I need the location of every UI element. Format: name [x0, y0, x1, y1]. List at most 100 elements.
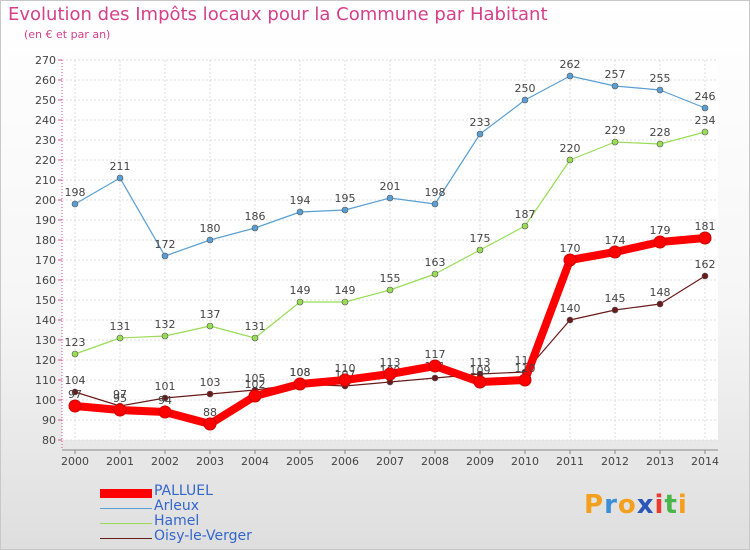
- data-label: 101: [155, 380, 176, 393]
- data-point: [341, 206, 349, 214]
- data-label: 180: [200, 222, 221, 235]
- data-label: 175: [470, 232, 491, 245]
- x-tick-label: 2001: [106, 455, 134, 468]
- x-tick-label: 2003: [196, 455, 224, 468]
- data-point: [476, 130, 484, 138]
- data-label: 137: [200, 308, 221, 321]
- data-point: [521, 96, 529, 104]
- y-tick-label: 130: [35, 334, 56, 347]
- data-point: [71, 200, 79, 208]
- x-tick-label: 2014: [691, 455, 719, 468]
- data-point: [113, 403, 127, 417]
- y-tick-label: 90: [42, 414, 56, 427]
- data-point: [338, 373, 352, 387]
- data-label: 163: [425, 256, 446, 269]
- y-tick-label: 120: [35, 354, 56, 367]
- data-label: 250: [515, 82, 536, 95]
- x-tick-label: 2006: [331, 455, 359, 468]
- legend-label-arleux: Arleux: [154, 498, 199, 514]
- data-label: 211: [110, 160, 131, 173]
- data-label: 113: [470, 356, 491, 369]
- y-tick-label: 270: [35, 54, 56, 67]
- x-tick-label: 2007: [376, 455, 404, 468]
- legend-swatch-palluel: [100, 489, 152, 498]
- data-label: 174: [605, 234, 626, 247]
- data-point: [611, 138, 619, 146]
- data-point: [431, 270, 439, 278]
- legend-label-hamel: Hamel: [154, 513, 200, 529]
- y-tick-label: 140: [35, 314, 56, 327]
- data-label: 117: [425, 348, 446, 361]
- data-label: 148: [650, 286, 671, 299]
- data-point: [431, 200, 439, 208]
- legend-swatch-hamel: [100, 523, 152, 524]
- chart-subtitle: (en € et par an): [24, 28, 111, 41]
- x-tick-label: 2002: [151, 455, 179, 468]
- data-label: 95: [113, 392, 127, 405]
- data-label: 102: [245, 378, 266, 391]
- data-label: 257: [605, 68, 626, 81]
- data-point: [611, 306, 619, 314]
- data-label: 229: [605, 124, 626, 137]
- data-label: 140: [560, 302, 581, 315]
- data-label: 233: [470, 116, 491, 129]
- data-label: 97: [68, 388, 82, 401]
- data-label: 195: [335, 192, 356, 205]
- data-label: 194: [290, 194, 311, 207]
- data-point: [653, 235, 667, 249]
- y-tick-label: 110: [35, 374, 56, 387]
- logo-letter: x: [636, 490, 655, 520]
- data-label: 162: [695, 258, 716, 271]
- data-point: [161, 332, 169, 340]
- data-point: [383, 367, 397, 381]
- data-point: [71, 350, 79, 358]
- data-point: [656, 300, 664, 308]
- data-point: [656, 86, 664, 94]
- data-label: 110: [335, 362, 356, 375]
- data-label: 246: [695, 90, 716, 103]
- data-label: 149: [290, 284, 311, 297]
- data-label: 131: [110, 320, 131, 333]
- data-point: [566, 316, 574, 324]
- data-point: [296, 298, 304, 306]
- y-tick-label: 210: [35, 174, 56, 187]
- data-point: [206, 236, 214, 244]
- legend-item-arleux: Arleux: [100, 498, 360, 515]
- data-point: [341, 298, 349, 306]
- data-point: [611, 82, 619, 90]
- data-point: [203, 417, 217, 431]
- data-label: 103: [200, 376, 221, 389]
- legend-item-hamel: Hamel: [100, 513, 360, 530]
- legend-swatch-oisy: [100, 538, 152, 539]
- y-tick-label: 240: [35, 114, 56, 127]
- y-tick-label: 170: [35, 254, 56, 267]
- data-point: [701, 128, 709, 136]
- data-point: [116, 334, 124, 342]
- data-point: [71, 388, 79, 396]
- legend-swatch-arleux: [100, 508, 152, 509]
- data-label: 255: [650, 72, 671, 85]
- data-label: 186: [245, 210, 266, 223]
- proxiti-logo: Proxiti: [584, 490, 688, 520]
- data-point: [476, 246, 484, 254]
- data-point: [431, 374, 439, 382]
- data-point: [701, 272, 709, 280]
- data-point: [161, 252, 169, 260]
- logo-letter: o: [617, 490, 637, 520]
- data-point: [521, 222, 529, 230]
- legend-label-palluel: PALLUEL: [154, 483, 213, 499]
- data-label: 172: [155, 238, 176, 251]
- data-label: 88: [203, 406, 217, 419]
- data-label: 113: [380, 356, 401, 369]
- logo-letter: P: [584, 490, 605, 520]
- x-tick-label: 2008: [421, 455, 449, 468]
- data-label: 108: [290, 366, 311, 379]
- y-tick-label: 180: [35, 234, 56, 247]
- data-label: 108: [290, 366, 311, 379]
- logo-letter: i: [677, 490, 688, 520]
- x-tick-label: 2010: [511, 455, 539, 468]
- chart-title: Evolution des Impôts locaux pour la Comm…: [8, 4, 548, 25]
- x-tick-label: 2004: [241, 455, 269, 468]
- data-point: [701, 104, 709, 112]
- x-tick-label: 2009: [466, 455, 494, 468]
